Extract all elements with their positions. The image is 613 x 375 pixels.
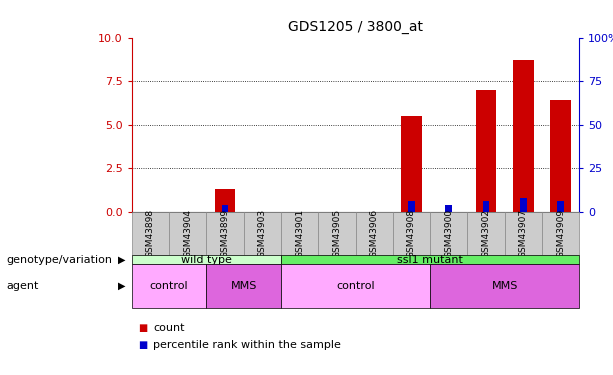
Text: control: control	[150, 281, 188, 291]
Text: GSM43907: GSM43907	[519, 209, 528, 258]
Bar	[215, 189, 235, 212]
Bar	[402, 116, 422, 212]
Text: wild type: wild type	[181, 255, 232, 265]
Bar	[550, 100, 571, 212]
FancyBboxPatch shape	[281, 212, 318, 255]
Text: MMS: MMS	[230, 281, 257, 291]
Text: GSM43909: GSM43909	[556, 209, 565, 258]
FancyBboxPatch shape	[244, 212, 281, 255]
Text: ▶: ▶	[118, 255, 126, 265]
Bar	[408, 201, 415, 212]
FancyBboxPatch shape	[468, 212, 504, 255]
Text: GSM43906: GSM43906	[370, 209, 379, 258]
FancyBboxPatch shape	[430, 264, 579, 308]
FancyBboxPatch shape	[356, 212, 393, 255]
Text: GSM43903: GSM43903	[258, 209, 267, 258]
Text: agent: agent	[6, 281, 39, 291]
FancyBboxPatch shape	[132, 255, 281, 264]
Text: percentile rank within the sample: percentile rank within the sample	[153, 340, 341, 350]
FancyBboxPatch shape	[132, 212, 169, 255]
Text: control: control	[336, 281, 375, 291]
FancyBboxPatch shape	[504, 212, 542, 255]
FancyBboxPatch shape	[207, 212, 244, 255]
Text: count: count	[153, 323, 185, 333]
Text: GSM43899: GSM43899	[221, 209, 229, 258]
Bar	[513, 60, 533, 212]
Text: MMS: MMS	[492, 281, 518, 291]
Text: GSM43900: GSM43900	[444, 209, 453, 258]
Text: ■: ■	[138, 323, 147, 333]
Bar	[520, 198, 527, 212]
Bar	[476, 90, 497, 212]
FancyBboxPatch shape	[542, 212, 579, 255]
Text: GSM43905: GSM43905	[332, 209, 341, 258]
Text: ▶: ▶	[118, 281, 126, 291]
Text: GSM43898: GSM43898	[146, 209, 155, 258]
Text: GSM43904: GSM43904	[183, 209, 192, 258]
FancyBboxPatch shape	[169, 212, 207, 255]
Bar	[446, 205, 452, 212]
FancyBboxPatch shape	[318, 212, 356, 255]
Text: ■: ■	[138, 340, 147, 350]
Bar	[482, 201, 489, 212]
Text: GSM43908: GSM43908	[407, 209, 416, 258]
FancyBboxPatch shape	[132, 264, 207, 308]
Bar	[222, 205, 229, 212]
FancyBboxPatch shape	[281, 255, 579, 264]
FancyBboxPatch shape	[281, 264, 430, 308]
Text: ssl1 mutant: ssl1 mutant	[397, 255, 463, 265]
FancyBboxPatch shape	[430, 212, 468, 255]
Title: GDS1205 / 3800_at: GDS1205 / 3800_at	[288, 20, 423, 34]
Text: genotype/variation: genotype/variation	[6, 255, 112, 265]
FancyBboxPatch shape	[207, 264, 281, 308]
FancyBboxPatch shape	[393, 212, 430, 255]
Text: GSM43901: GSM43901	[295, 209, 304, 258]
Text: GSM43902: GSM43902	[482, 209, 490, 258]
Bar	[557, 201, 564, 212]
